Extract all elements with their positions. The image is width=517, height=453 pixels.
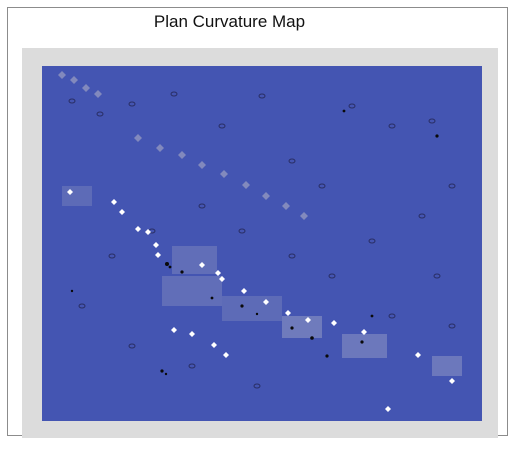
zero-markers xyxy=(68,91,456,389)
curvature-map-plot[interactable] xyxy=(42,66,482,421)
curvature-map-canvas xyxy=(42,66,482,421)
dark-spots xyxy=(70,109,439,376)
ridge-highlights xyxy=(67,189,455,412)
map-title: Plan Curvature Map xyxy=(153,12,306,31)
texture-layer xyxy=(42,66,482,421)
